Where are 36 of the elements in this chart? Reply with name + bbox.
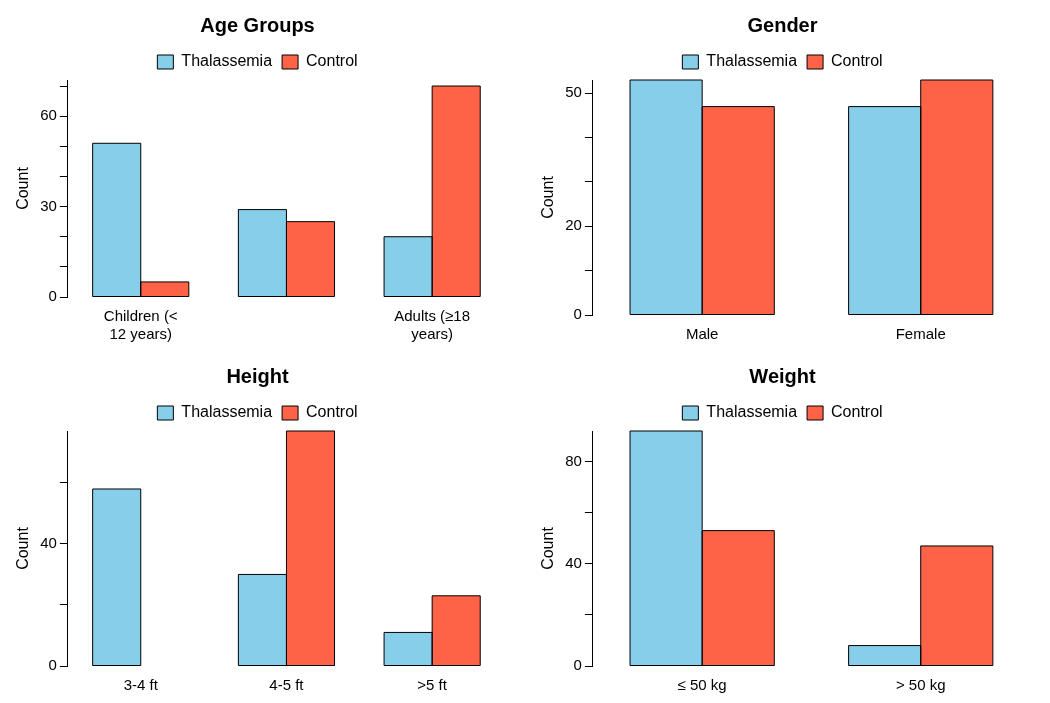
x-tick-label: Female: [895, 325, 946, 343]
x-tick-label: Adults (≥18 years): [394, 307, 471, 343]
x-tick-label: 4-5 ft: [269, 676, 305, 694]
chart-title: Weight: [749, 364, 816, 387]
legend-label: Thalassemia: [181, 52, 273, 70]
x-tick-label: > 50 kg: [895, 676, 946, 694]
legend-label: Thalassemia: [706, 52, 798, 70]
y-tick-label: 60: [40, 106, 57, 124]
y-tick-label: 20: [565, 216, 582, 234]
legend-label: Control: [831, 52, 883, 70]
y-tick-label: 40: [40, 534, 57, 552]
y-tick-label: 0: [573, 305, 582, 323]
y-axis-title: Count: [539, 526, 557, 570]
x-tick-label: >5 ft: [417, 676, 448, 694]
y-tick-label: 30: [40, 196, 57, 214]
x-tick-label: Children (< 12 years): [103, 307, 178, 343]
y-axis-title: Count: [14, 166, 32, 210]
y-tick-label: 80: [565, 451, 582, 469]
chart-title: Gender: [747, 13, 818, 36]
y-tick-label: 40: [565, 553, 582, 571]
x-tick-label: Male: [685, 325, 719, 343]
x-tick-label: 3-4 ft: [123, 676, 159, 694]
y-axis-title: Count: [539, 175, 557, 219]
x-tick-label: ≤ 50 kg: [677, 676, 727, 694]
y-tick-label: 0: [48, 656, 57, 674]
legend-label: Control: [306, 403, 358, 421]
chart-title: Height: [226, 364, 289, 387]
chart-title: Age Groups: [200, 13, 315, 36]
y-tick-label: 50: [565, 83, 582, 101]
y-axis-title: Count: [14, 526, 32, 570]
legend-label: Thalassemia: [706, 403, 798, 421]
y-tick-label: 0: [573, 656, 582, 674]
legend-label: Control: [831, 403, 883, 421]
y-tick-label: 0: [48, 287, 57, 305]
legend-label: Thalassemia: [181, 403, 273, 421]
legend-label: Control: [306, 52, 358, 70]
